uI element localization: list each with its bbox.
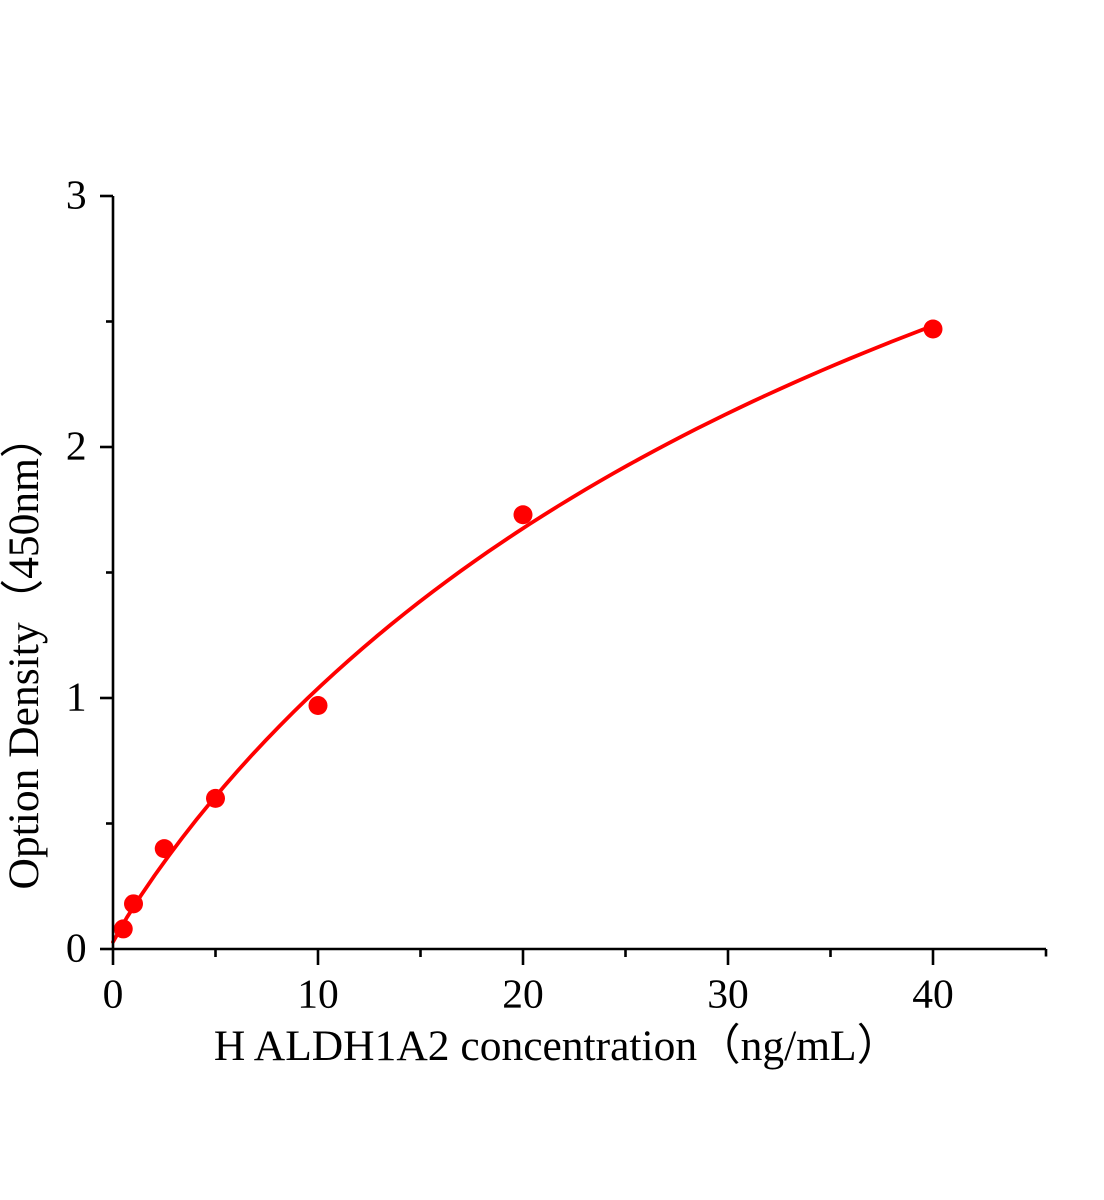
svg-text:Option Density（450nm）: Option Density（450nm） <box>0 415 48 890</box>
svg-text:10: 10 <box>297 971 339 1017</box>
svg-text:2: 2 <box>66 422 87 468</box>
svg-text:40: 40 <box>912 971 954 1017</box>
svg-text:20: 20 <box>502 971 544 1017</box>
svg-text:H ALDH1A2 concentration（ng/mL）: H ALDH1A2 concentration（ng/mL） <box>214 1022 900 1070</box>
svg-text:1: 1 <box>66 673 87 719</box>
svg-text:30: 30 <box>707 971 749 1017</box>
svg-text:0: 0 <box>66 924 87 970</box>
svg-text:3: 3 <box>66 171 87 217</box>
svg-text:0: 0 <box>103 971 124 1017</box>
